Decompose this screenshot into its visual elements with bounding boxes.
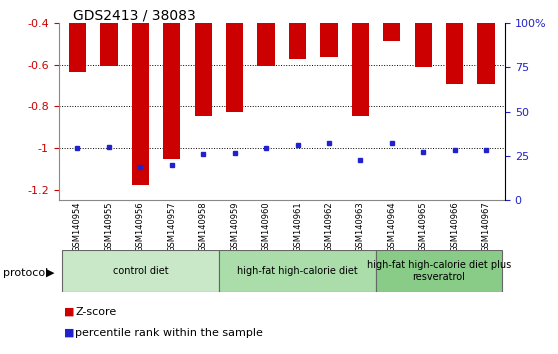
Bar <box>100 23 118 66</box>
Bar <box>163 23 180 159</box>
Bar <box>195 23 212 116</box>
Text: ▶: ▶ <box>46 268 55 278</box>
Text: percentile rank within the sample: percentile rank within the sample <box>75 328 263 338</box>
Text: protocol: protocol <box>3 268 48 278</box>
Bar <box>383 23 401 41</box>
Bar <box>352 23 369 116</box>
Bar <box>62 250 219 292</box>
Bar <box>289 23 306 59</box>
Text: GDS2413 / 38083: GDS2413 / 38083 <box>73 9 195 23</box>
Bar <box>376 250 502 292</box>
Text: high-fat high-calorie diet plus
resveratrol: high-fat high-calorie diet plus resverat… <box>367 260 511 282</box>
Bar <box>219 250 376 292</box>
Bar <box>415 23 432 67</box>
Text: ■: ■ <box>64 307 75 316</box>
Bar <box>257 23 275 66</box>
Text: high-fat high-calorie diet: high-fat high-calorie diet <box>237 266 358 276</box>
Bar <box>226 23 243 112</box>
Bar <box>132 23 149 185</box>
Bar <box>478 23 495 85</box>
Bar <box>320 23 338 57</box>
Bar <box>446 23 463 85</box>
Text: control diet: control diet <box>113 266 168 276</box>
Text: Z-score: Z-score <box>75 307 117 316</box>
Text: ■: ■ <box>64 328 75 338</box>
Bar <box>69 23 86 72</box>
